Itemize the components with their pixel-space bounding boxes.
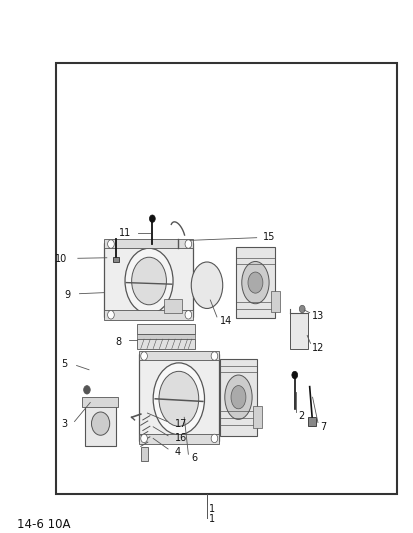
Text: 11: 11 [118, 229, 131, 238]
Ellipse shape [224, 375, 252, 419]
Ellipse shape [230, 385, 245, 409]
Bar [136, 324, 194, 334]
Text: 14-6 10A: 14-6 10A [17, 518, 70, 531]
Bar [308, 417, 315, 426]
Ellipse shape [125, 248, 173, 314]
Text: 12: 12 [311, 343, 324, 352]
Ellipse shape [140, 352, 147, 360]
Bar [104, 243, 193, 317]
Bar [104, 239, 193, 248]
Text: 2: 2 [297, 411, 304, 421]
Bar [112, 257, 119, 262]
Ellipse shape [140, 434, 147, 442]
Bar [220, 359, 256, 436]
Ellipse shape [153, 363, 204, 435]
Text: 17: 17 [174, 418, 187, 429]
Text: 10: 10 [55, 254, 67, 264]
Text: 14: 14 [220, 316, 232, 326]
Text: 9: 9 [64, 290, 70, 300]
Ellipse shape [247, 272, 262, 293]
Text: 1: 1 [208, 504, 214, 514]
Bar [235, 247, 275, 318]
Text: 5: 5 [61, 359, 67, 369]
Text: 4: 4 [174, 447, 180, 457]
Bar [271, 290, 280, 312]
Bar [140, 447, 148, 461]
Text: 3: 3 [61, 419, 67, 429]
Bar [163, 300, 182, 313]
Bar [85, 401, 116, 446]
Ellipse shape [91, 412, 109, 435]
Bar [82, 397, 118, 407]
Bar [136, 334, 194, 339]
Bar [138, 434, 219, 443]
Ellipse shape [191, 262, 222, 309]
Ellipse shape [291, 372, 297, 379]
Ellipse shape [131, 257, 166, 305]
Text: 6: 6 [191, 454, 197, 464]
Ellipse shape [185, 240, 191, 248]
Ellipse shape [159, 372, 198, 426]
Bar [138, 351, 219, 360]
Ellipse shape [241, 262, 268, 304]
Text: 8: 8 [115, 337, 121, 348]
Ellipse shape [299, 305, 304, 313]
Text: 16: 16 [174, 433, 187, 443]
Bar [136, 339, 194, 349]
Ellipse shape [211, 434, 217, 442]
Ellipse shape [107, 311, 114, 319]
Text: 7: 7 [319, 422, 325, 432]
Text: 15: 15 [263, 232, 275, 241]
Bar [289, 313, 308, 349]
Ellipse shape [211, 352, 217, 360]
Bar [253, 406, 262, 428]
Ellipse shape [107, 240, 114, 248]
Bar [56, 63, 396, 494]
Text: 1: 1 [209, 514, 215, 524]
Ellipse shape [185, 311, 191, 319]
Bar [138, 354, 219, 441]
Bar [104, 310, 193, 320]
Text: 13: 13 [311, 311, 324, 321]
Ellipse shape [149, 215, 155, 222]
Ellipse shape [83, 385, 90, 394]
